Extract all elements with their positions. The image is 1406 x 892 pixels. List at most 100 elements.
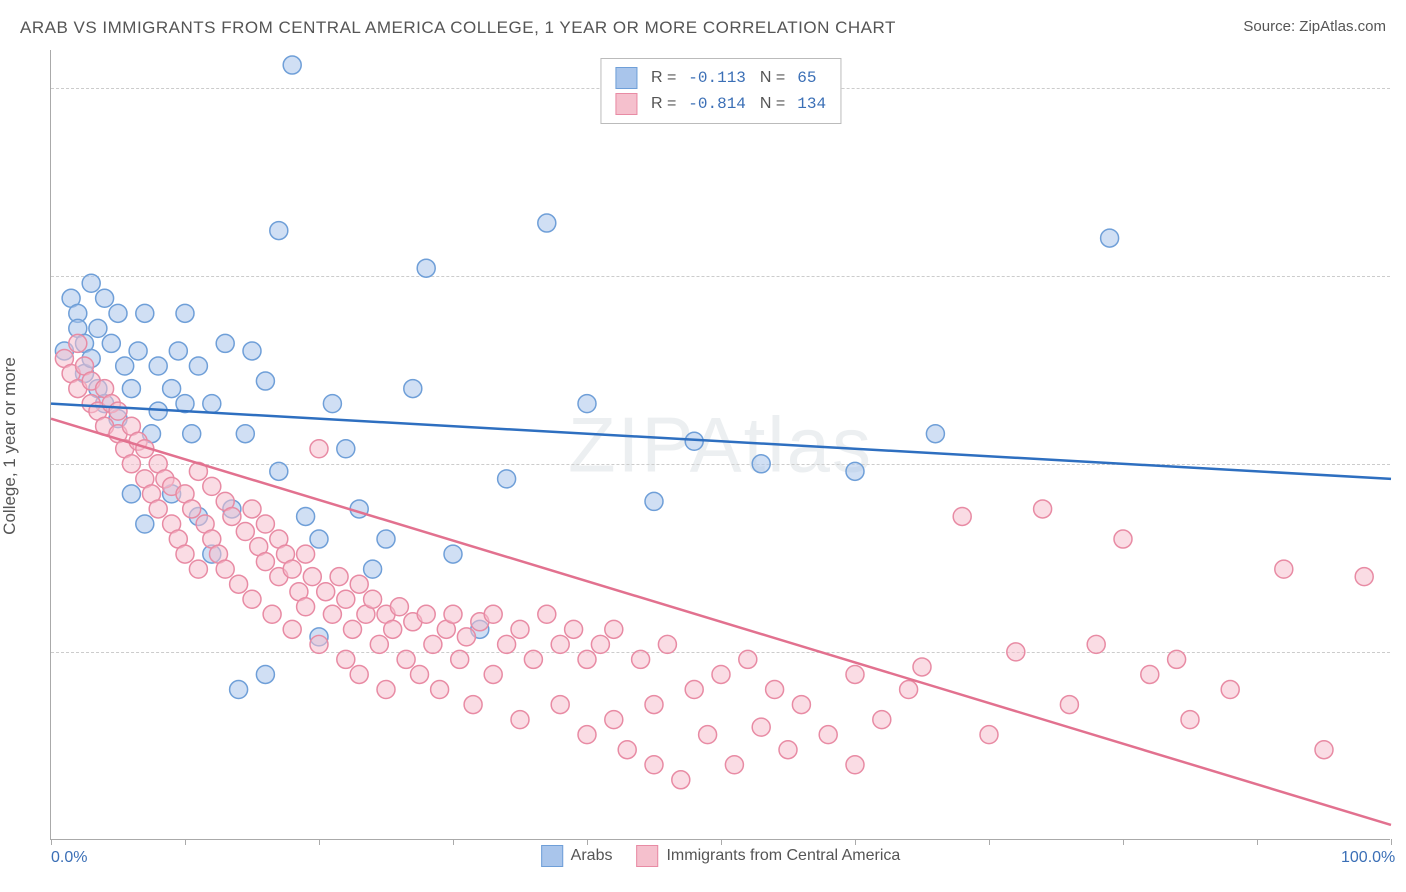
data-point — [256, 665, 274, 683]
data-point — [645, 696, 663, 714]
data-point — [136, 304, 154, 322]
data-point — [189, 560, 207, 578]
data-point — [645, 492, 663, 510]
data-point — [792, 696, 810, 714]
data-point — [699, 726, 717, 744]
data-point — [82, 274, 100, 292]
data-point — [297, 545, 315, 563]
y-tick-label: 50.0% — [1400, 455, 1406, 473]
data-point — [846, 756, 864, 774]
data-point — [149, 357, 167, 375]
data-point — [310, 440, 328, 458]
data-point — [1168, 650, 1186, 668]
data-point — [926, 425, 944, 443]
data-point — [457, 628, 475, 646]
data-point — [149, 500, 167, 518]
data-point — [243, 342, 261, 360]
data-point — [176, 304, 194, 322]
data-point — [377, 530, 395, 548]
data-point — [364, 560, 382, 578]
data-point — [203, 477, 221, 495]
y-axis-label: College, 1 year or more — [0, 357, 20, 535]
data-point — [712, 665, 730, 683]
data-point — [337, 650, 355, 668]
data-point — [645, 756, 663, 774]
data-point — [169, 342, 187, 360]
data-point — [498, 635, 516, 653]
data-point — [310, 635, 328, 653]
data-point — [1141, 665, 1159, 683]
data-point — [183, 425, 201, 443]
y-tick-label: 100.0% — [1400, 79, 1406, 97]
x-tick-label: 0.0% — [51, 849, 87, 867]
data-point — [283, 56, 301, 74]
data-point — [424, 635, 442, 653]
data-point — [89, 319, 107, 337]
data-point — [1275, 560, 1293, 578]
legend-label: Arabs — [571, 847, 613, 865]
data-point — [511, 620, 529, 638]
data-point — [484, 605, 502, 623]
data-point — [236, 523, 254, 541]
data-point — [183, 500, 201, 518]
data-point — [384, 620, 402, 638]
data-point — [344, 620, 362, 638]
data-point — [364, 590, 382, 608]
data-point — [216, 334, 234, 352]
data-point — [685, 681, 703, 699]
data-point — [216, 560, 234, 578]
data-point — [846, 665, 864, 683]
x-tick-label: 100.0% — [1341, 849, 1395, 867]
data-point — [953, 507, 971, 525]
data-point — [1007, 643, 1025, 661]
data-point — [303, 568, 321, 586]
data-point — [350, 575, 368, 593]
trend-line — [51, 404, 1391, 479]
data-point — [451, 650, 469, 668]
data-point — [109, 304, 127, 322]
data-point — [337, 590, 355, 608]
data-point — [122, 380, 140, 398]
data-point — [464, 696, 482, 714]
data-point — [236, 425, 254, 443]
data-point — [658, 635, 676, 653]
source-name: ZipAtlas.com — [1299, 18, 1386, 35]
data-point — [444, 605, 462, 623]
data-point — [1181, 711, 1199, 729]
data-point — [1087, 635, 1105, 653]
data-point — [323, 395, 341, 413]
legend-row: R = -0.113 N = 65 — [615, 65, 826, 91]
data-point — [752, 455, 770, 473]
data-point — [297, 507, 315, 525]
data-point — [109, 402, 127, 420]
data-point — [511, 711, 529, 729]
data-point — [1114, 530, 1132, 548]
data-point — [256, 372, 274, 390]
data-point — [873, 711, 891, 729]
data-point — [176, 545, 194, 563]
data-point — [404, 380, 422, 398]
r-value: -0.113 — [688, 69, 746, 87]
data-point — [256, 553, 274, 571]
data-point — [69, 334, 87, 352]
data-point — [243, 500, 261, 518]
data-point — [102, 334, 120, 352]
data-point — [578, 395, 596, 413]
data-point — [605, 711, 623, 729]
data-point — [766, 681, 784, 699]
data-point — [310, 530, 328, 548]
data-point — [752, 718, 770, 736]
data-point — [370, 635, 388, 653]
n-label: N = — [760, 69, 785, 87]
data-point — [725, 756, 743, 774]
data-point — [1060, 696, 1078, 714]
data-point — [498, 470, 516, 488]
data-point — [444, 545, 462, 563]
data-point — [122, 485, 140, 503]
data-point — [390, 598, 408, 616]
data-point — [913, 658, 931, 676]
data-point — [230, 575, 248, 593]
data-point — [136, 515, 154, 533]
data-point — [980, 726, 998, 744]
scatter-svg — [51, 50, 1390, 839]
